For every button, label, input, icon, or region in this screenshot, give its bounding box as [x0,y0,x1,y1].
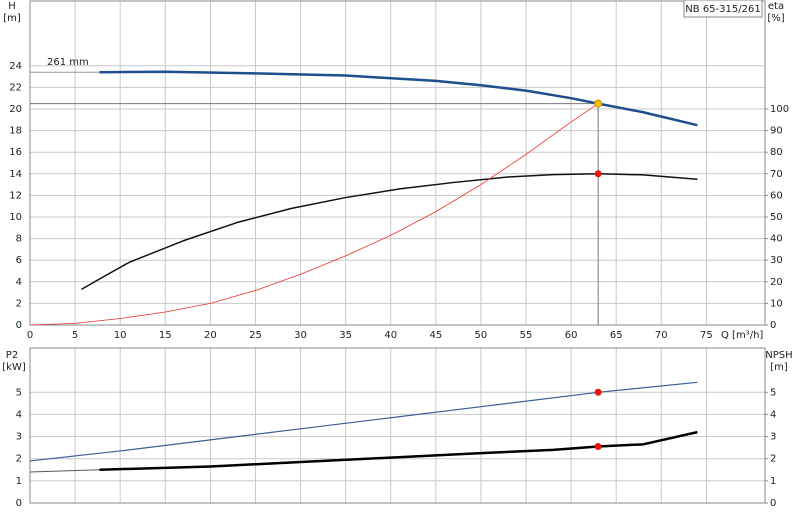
curve [99,430,698,472]
operating-point [594,170,602,178]
y-tick-label: 3 [16,432,22,443]
y2-tick-label: 100 [770,104,789,115]
x-tick-label: 65 [610,330,623,341]
y-tick-label: 2 [16,454,22,465]
y2-tick-label: 50 [770,212,783,223]
y2-axis-label: eta [768,1,784,12]
x-tick-label: 30 [294,330,307,341]
y2-tick-label: 40 [770,234,783,245]
curve [99,70,698,127]
y-tick-label: 16 [9,147,22,158]
y2-tick-label: 30 [770,255,783,266]
title-box [683,0,763,18]
y2-tick-label: 70 [770,169,783,180]
y-axis-unit: [kW] [2,362,26,373]
curve [81,173,698,291]
x-tick-label: 40 [384,330,397,341]
x-tick-label: 75 [700,330,713,341]
y-tick-label: 24 [9,61,22,72]
x-tick-label: 55 [520,330,533,341]
y-axis-unit: [m] [3,13,21,24]
y2-tick-label: 80 [770,147,783,158]
y-tick-label: 14 [9,169,22,180]
y-tick-label: 0 [16,320,22,331]
y-tick-label: 4 [16,409,22,420]
y-tick-label: 20 [9,104,22,115]
x-tick-label: 50 [475,330,488,341]
x-tick-label: 0 [27,330,33,341]
x-axis-label: Q [m³/h] [721,330,763,341]
y2-tick-label: 4 [770,409,776,420]
y-tick-label: 12 [9,190,22,201]
plot-frame [29,347,766,504]
y-tick-label: 0 [16,498,22,509]
x-tick-label: 45 [429,330,442,341]
y-tick-label: 22 [9,82,22,93]
x-tick-label: 15 [159,330,172,341]
y-tick-label: 2 [16,298,22,309]
x-tick-label: 60 [565,330,578,341]
y2-tick-label: 10 [770,298,783,309]
x-tick-label: 70 [655,330,668,341]
y2-tick-label: 5 [770,387,776,398]
y2-tick-label: 3 [770,432,776,443]
y-tick-label: 18 [9,126,22,137]
y-tick-label: 6 [16,255,22,266]
x-tick-label: 10 [114,330,127,341]
y-tick-label: 1 [16,476,22,487]
y2-tick-label: 0 [770,320,776,331]
x-tick-label: 5 [72,330,78,341]
y2-axis-label: NPSH [765,350,792,361]
y-axis-label: H [8,1,16,12]
operating-point [594,388,602,396]
chart-title: NB 65-315/261 [685,4,760,15]
y2-tick-label: 1 [770,476,776,487]
x-tick-label: 25 [249,330,262,341]
curve [29,103,599,326]
y2-tick-label: 2 [770,454,776,465]
plot-frame [29,0,766,326]
curve [29,381,698,462]
x-tick-label: 20 [204,330,217,341]
y2-axis-unit: [m] [770,362,788,373]
operating-point [594,443,602,451]
y2-tick-label: 0 [770,498,776,509]
y-tick-label: 5 [16,387,22,398]
y-tick-label: 8 [16,234,22,245]
y-tick-label: 10 [9,212,22,223]
y2-tick-label: 20 [770,277,783,288]
annotation: 261 mm [47,57,89,68]
y-tick-label: 4 [16,277,22,288]
x-tick-label: 35 [339,330,352,341]
curve [29,469,100,473]
operating-point [594,99,603,108]
y-axis-label: P2 [6,350,18,361]
y2-tick-label: 60 [770,190,783,201]
y2-axis-unit: [%] [767,13,784,24]
y2-tick-label: 90 [770,126,783,137]
